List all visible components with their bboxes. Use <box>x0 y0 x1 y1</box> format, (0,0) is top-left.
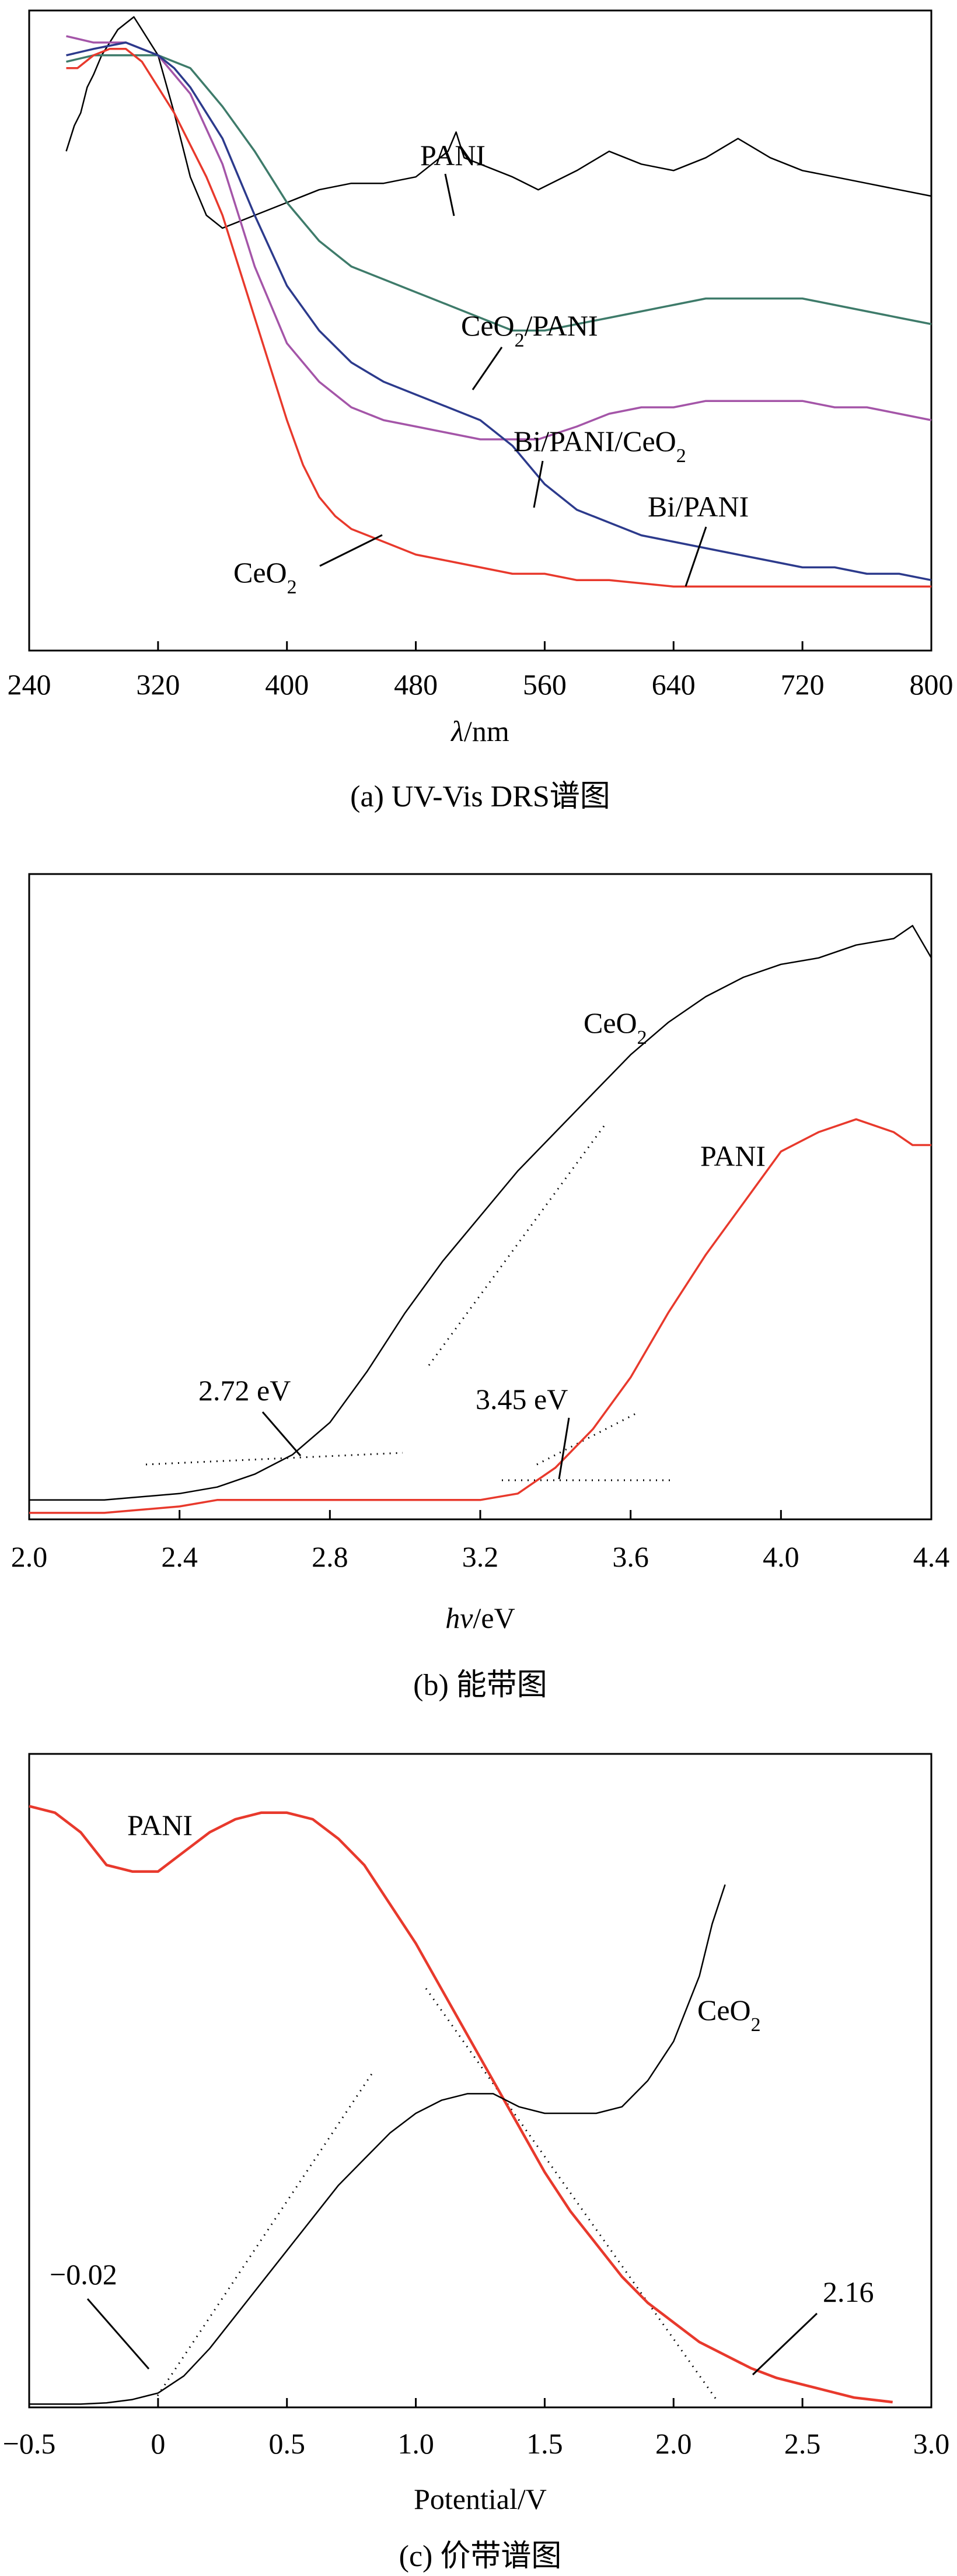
series-a-bi-pani <box>66 41 932 582</box>
tick-label-a-5: 640 <box>652 668 696 701</box>
fit-b-ceo2-slope <box>428 1126 605 1366</box>
leader-a-ceo2 <box>319 534 383 567</box>
tick-label-c-2: 0.5 <box>268 2427 305 2460</box>
panel-a-series <box>65 16 932 588</box>
tick-label-a-6: 720 <box>781 668 825 701</box>
tick-label-c-6: 2.5 <box>784 2427 821 2460</box>
label-c-ceo2: CeO2 <box>697 1994 761 2036</box>
fit-c-pani <box>425 1988 719 2402</box>
xlabel-b: hv/eV <box>445 1602 515 1634</box>
panel-c-series <box>29 1805 893 2405</box>
tick-label-c-3: 1.0 <box>397 2427 434 2460</box>
label-b-ceo2: CeO2 <box>584 1006 647 1048</box>
fit-b-ceo2-base <box>145 1452 403 1466</box>
caption-c: (c) 价带谱图 <box>399 2540 562 2573</box>
tick-label-a-0: 240 <box>8 668 51 701</box>
xlabel-c: Potential/V <box>414 2483 547 2515</box>
leader-a-ceo2-pani <box>471 347 503 390</box>
label-a-ceo2: CeO2 <box>233 556 297 598</box>
leader-a-bi-pani <box>684 526 707 587</box>
panel-b-frame <box>28 873 932 1521</box>
tick-label-c-0: −0.5 <box>3 2427 56 2460</box>
panel-c: −0.5 0 0.5 1.0 1.5 2.0 2.5 3.0 PANI CeO2 −0.02 … <box>3 1753 950 2573</box>
annot-c-neg-0-02: −0.02 <box>50 2258 117 2291</box>
leader-a-pani <box>444 173 455 216</box>
tick-label-b-0: 2.0 <box>11 1540 48 1573</box>
tick-label-a-1: 320 <box>136 668 180 701</box>
series-a-ceo2-pani <box>66 54 932 332</box>
series-b-ceo2 <box>29 925 932 1501</box>
series-c-pani <box>29 1805 893 2404</box>
label-a-pani: PANI <box>420 139 486 172</box>
series-a-ceo2 <box>66 48 931 588</box>
leader-c-neg-0-02 <box>86 2298 150 2369</box>
label-a-bi-pani: Bi/PANI <box>648 490 749 523</box>
panel-a: 240 320 400 480 560 640 720 800 PANI CeO2/PANI … <box>8 9 953 813</box>
panel-a-ticks: 240 320 400 480 560 640 720 800 <box>8 641 953 701</box>
tick-label-b-2: 2.8 <box>312 1540 348 1573</box>
fit-b-pani-slope <box>536 1411 640 1466</box>
series-a-bi-pani-ceo2 <box>66 35 932 441</box>
leader-a-bi-pani-ceo2 <box>533 460 544 508</box>
tick-label-c-4: 1.5 <box>526 2427 563 2460</box>
label-c-pani: PANI <box>127 1809 193 1841</box>
panel-b-ticks: 2.0 2.4 2.8 3.2 3.6 4.0 4.4 <box>11 1510 950 1573</box>
tick-label-a-7: 800 <box>910 668 953 701</box>
panel-b-series <box>29 925 932 1514</box>
panel-c-ticks: −0.5 0 0.5 1.0 1.5 2.0 2.5 3.0 <box>3 2398 950 2460</box>
tick-label-b-3: 3.2 <box>462 1540 499 1573</box>
tick-label-b-6: 4.4 <box>913 1540 950 1573</box>
series-b-pani <box>29 1118 931 1514</box>
leader-c-2-16 <box>752 2312 818 2376</box>
label-b-pani: PANI <box>700 1140 766 1172</box>
tick-label-a-3: 480 <box>394 668 438 701</box>
annot-b-2-72: 2.72 eV <box>198 1374 291 1407</box>
tick-label-b-5: 4.0 <box>763 1540 799 1573</box>
tick-label-b-1: 2.4 <box>161 1540 198 1573</box>
tick-label-c-7: 3.0 <box>913 2427 950 2460</box>
tick-label-a-4: 560 <box>523 668 567 701</box>
panel-c-frame <box>28 1753 932 2409</box>
tick-label-c-5: 2.0 <box>655 2427 692 2460</box>
series-a-pani <box>65 16 932 229</box>
xlabel-a: λ/nm <box>450 715 509 747</box>
fit-c-ceo2 <box>156 2071 375 2396</box>
annot-b-3-45: 3.45 eV <box>476 1383 568 1415</box>
caption-a: (a) UV-Vis DRS谱图 <box>350 780 610 813</box>
series-c-ceo2 <box>29 1884 726 2405</box>
tick-label-c-1: 0 <box>151 2427 165 2460</box>
panel-b: 2.0 2.4 2.8 3.2 3.6 4.0 4.4 CeO2 PANI 2.72 eV … <box>11 873 950 1702</box>
label-a-ceo2-pani: CeO2/PANI <box>461 309 598 351</box>
panel-a-frame <box>28 9 932 652</box>
caption-b: (b) 能带图 <box>413 1669 547 1702</box>
label-a-bi-pani-ceo2: Bi/PANI/CeO2 <box>514 425 686 467</box>
tick-label-b-4: 3.6 <box>612 1540 649 1573</box>
tick-label-a-2: 400 <box>265 668 309 701</box>
annot-c-2-16: 2.16 <box>823 2276 874 2308</box>
leader-b-2-72 <box>261 1411 302 1456</box>
leader-b-3-45 <box>558 1417 570 1480</box>
